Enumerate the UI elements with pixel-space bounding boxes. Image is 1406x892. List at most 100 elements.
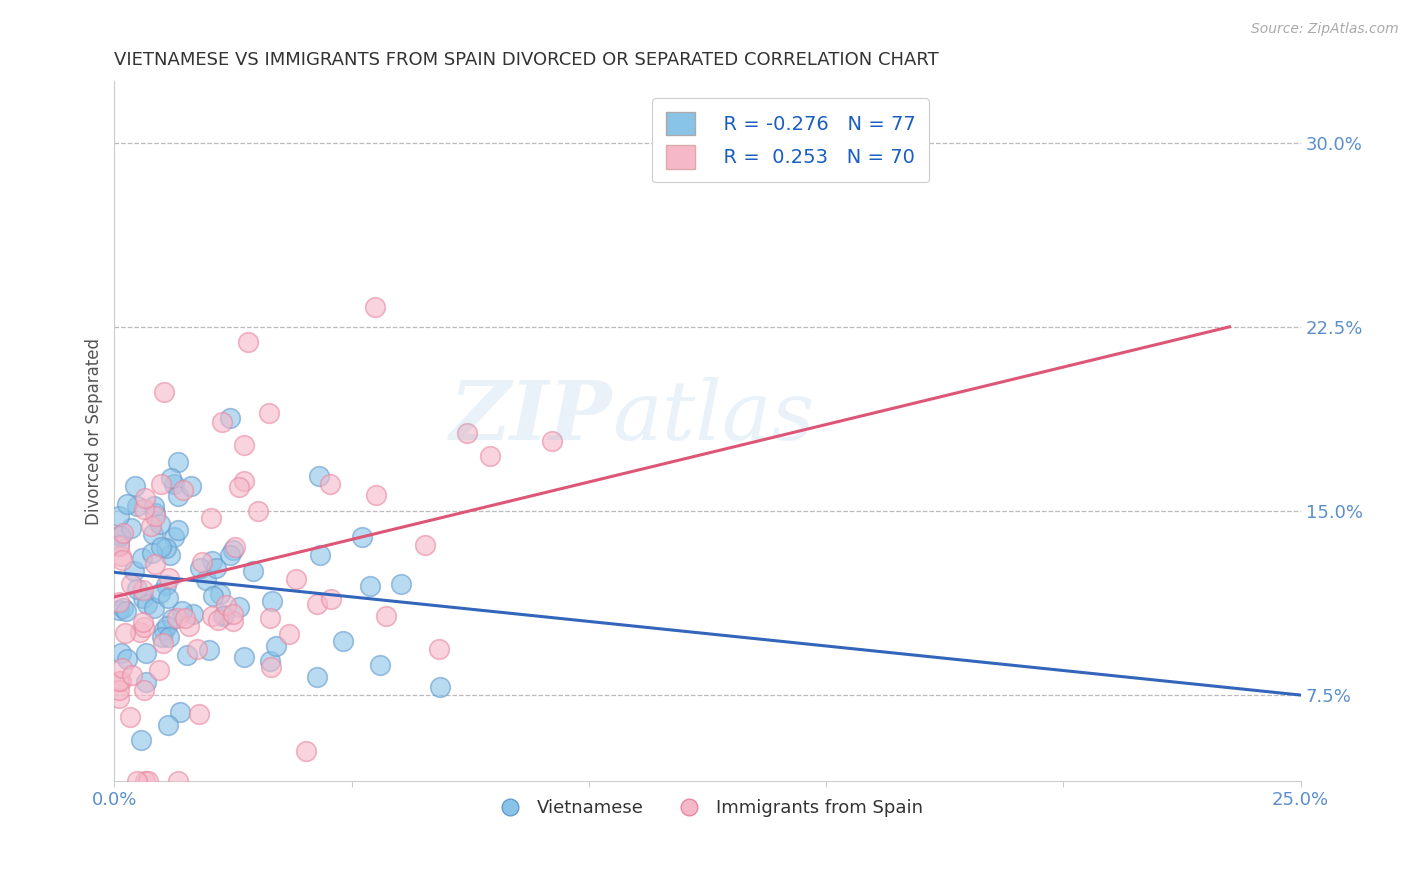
Point xyxy=(181,607,204,621)
Point xyxy=(166,523,188,537)
Point xyxy=(132,502,155,516)
Point xyxy=(166,611,188,625)
Point xyxy=(236,334,259,349)
Point xyxy=(429,680,451,694)
Point xyxy=(124,479,146,493)
Point xyxy=(120,577,142,591)
Point xyxy=(135,597,157,611)
Point xyxy=(172,483,194,498)
Point xyxy=(208,587,231,601)
Text: Source: ZipAtlas.com: Source: ZipAtlas.com xyxy=(1251,22,1399,37)
Point xyxy=(201,608,224,623)
Point xyxy=(366,488,388,502)
Point xyxy=(157,718,180,732)
Point xyxy=(111,553,134,567)
Point xyxy=(194,573,217,587)
Point xyxy=(111,525,134,540)
Point xyxy=(212,608,235,623)
Point xyxy=(222,542,245,557)
Point xyxy=(259,654,281,668)
Point xyxy=(122,564,145,578)
Point xyxy=(108,539,131,553)
Point xyxy=(456,425,478,440)
Point xyxy=(413,537,436,551)
Point xyxy=(352,530,374,544)
Point xyxy=(120,521,142,535)
Point xyxy=(360,579,382,593)
Point xyxy=(260,594,283,608)
Point xyxy=(207,613,229,627)
Point xyxy=(368,658,391,673)
Point xyxy=(132,683,155,698)
Point xyxy=(201,589,224,603)
Y-axis label: Divorced or Separated: Divorced or Separated xyxy=(86,338,103,524)
Point xyxy=(149,586,172,600)
Point xyxy=(131,551,153,566)
Text: ZIP: ZIP xyxy=(450,377,613,458)
Point xyxy=(219,410,242,425)
Point xyxy=(375,609,398,624)
Point xyxy=(156,618,179,632)
Point xyxy=(188,561,211,575)
Point xyxy=(145,557,167,571)
Point xyxy=(115,604,138,618)
Point xyxy=(389,576,412,591)
Point xyxy=(127,582,149,596)
Point xyxy=(141,546,163,560)
Point xyxy=(108,595,131,609)
Point xyxy=(108,683,131,698)
Point xyxy=(332,634,354,648)
Point xyxy=(233,438,256,452)
Point xyxy=(111,601,134,615)
Point xyxy=(125,774,148,789)
Point xyxy=(166,489,188,503)
Point xyxy=(205,561,228,575)
Point xyxy=(115,497,138,511)
Point xyxy=(108,538,131,552)
Point xyxy=(132,615,155,630)
Point xyxy=(180,479,202,493)
Point xyxy=(108,691,131,706)
Point xyxy=(160,612,183,626)
Point xyxy=(160,471,183,485)
Point xyxy=(134,491,156,505)
Point xyxy=(163,530,186,544)
Point xyxy=(284,572,307,586)
Point xyxy=(259,610,281,624)
Point xyxy=(159,548,181,562)
Point xyxy=(364,300,387,314)
Point xyxy=(186,641,208,656)
Point xyxy=(188,707,211,722)
Point xyxy=(108,508,131,523)
Point xyxy=(294,744,316,758)
Point xyxy=(136,774,159,789)
Point xyxy=(155,578,177,592)
Point xyxy=(198,643,221,657)
Point xyxy=(222,614,245,628)
Point xyxy=(132,620,155,634)
Point xyxy=(115,652,138,666)
Point xyxy=(150,631,173,645)
Point xyxy=(215,598,238,612)
Point xyxy=(157,571,180,585)
Point xyxy=(110,527,132,541)
Point xyxy=(257,405,280,419)
Point xyxy=(305,670,328,684)
Point xyxy=(228,599,250,614)
Point xyxy=(110,529,132,543)
Point xyxy=(155,541,177,555)
Point xyxy=(228,480,250,494)
Point xyxy=(200,511,222,525)
Point xyxy=(319,477,342,491)
Point xyxy=(478,449,501,463)
Point xyxy=(148,663,170,677)
Point xyxy=(110,673,132,688)
Point xyxy=(260,660,283,674)
Point xyxy=(278,627,301,641)
Point xyxy=(143,499,166,513)
Point xyxy=(191,555,214,569)
Point xyxy=(177,619,200,633)
Point xyxy=(134,774,156,789)
Point xyxy=(132,591,155,606)
Point xyxy=(152,623,174,637)
